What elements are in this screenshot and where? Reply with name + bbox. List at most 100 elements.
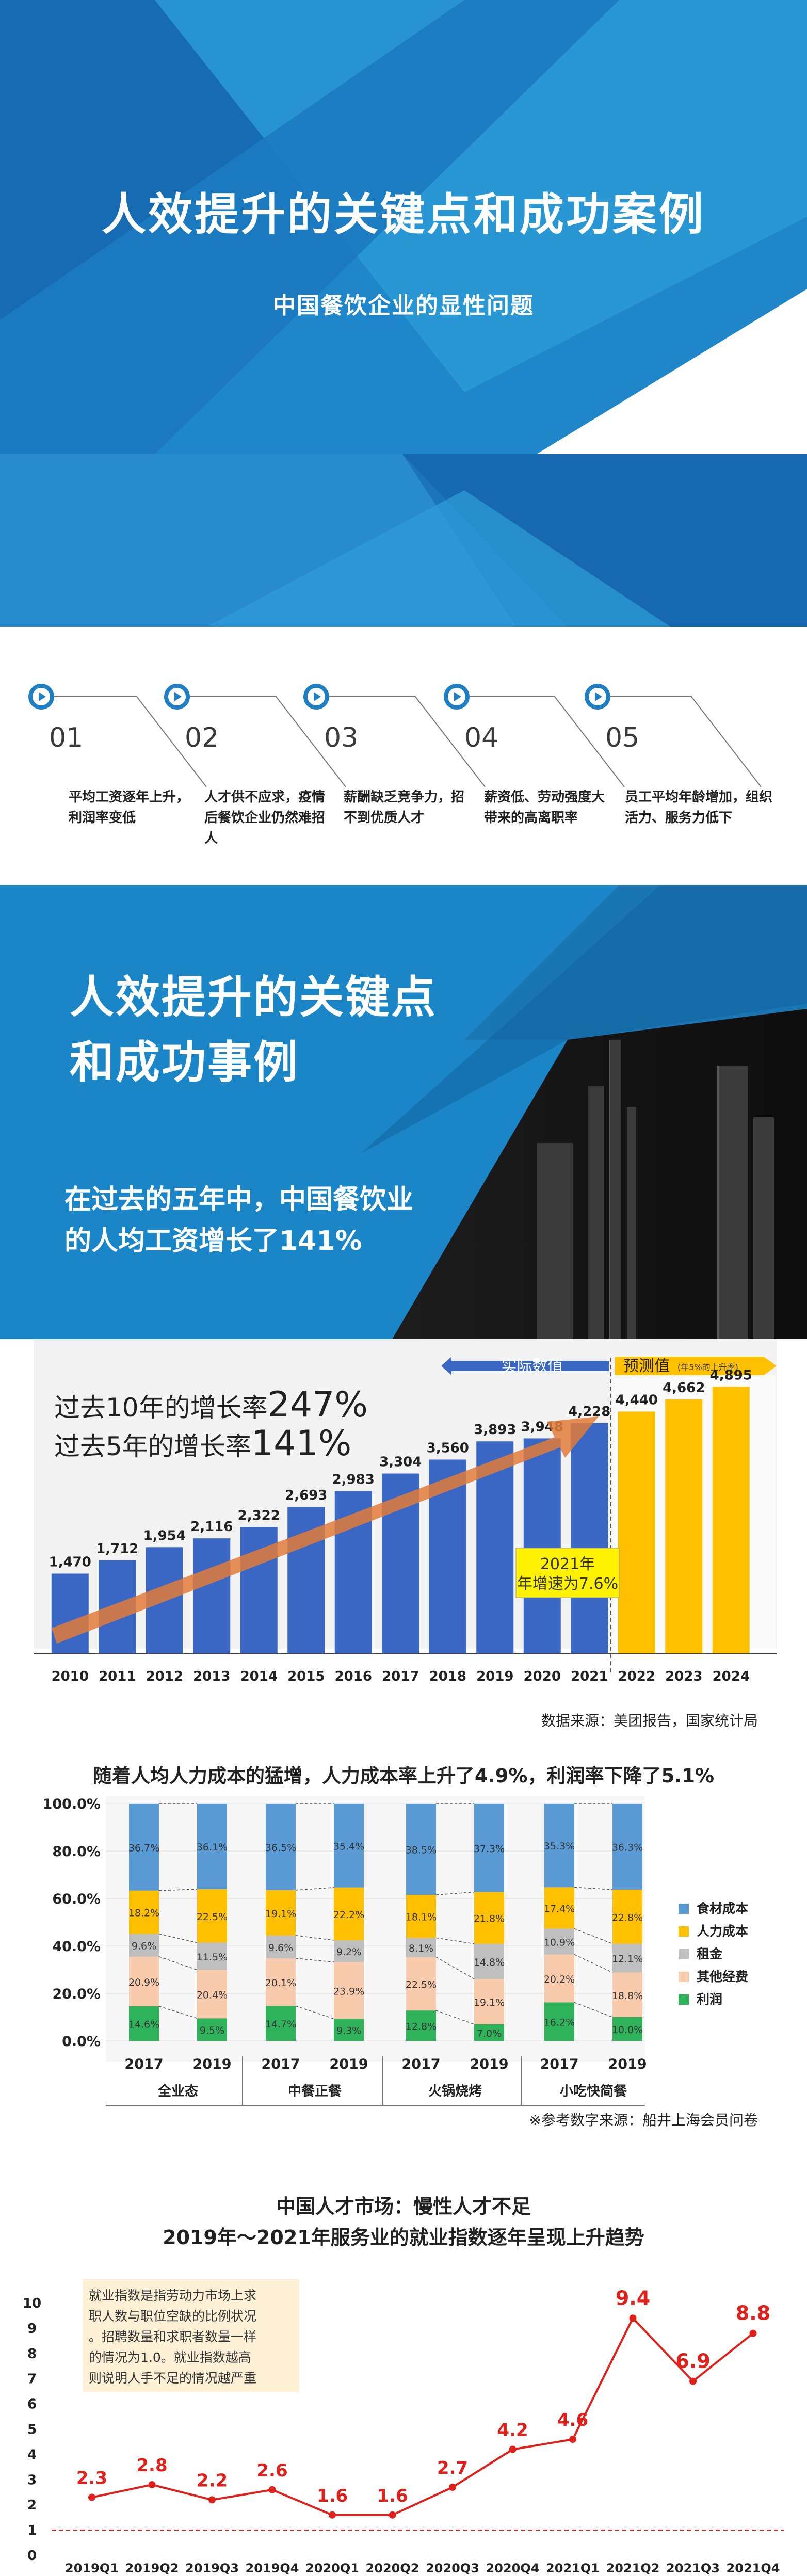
employment-y-tick: 6 [27,2397,37,2412]
employment-note-line: 则说明人手不足的情况越严重 [89,2371,256,2386]
wage-year-label: 2015 [287,1669,325,1684]
cost-segment-label: 17.4% [544,1903,575,1914]
cost-segment [266,1804,296,1890]
timeline-text: 平均工资逐年上升，利润率变低 [69,790,190,826]
employment-point [569,2436,576,2443]
cost-segment [334,1940,364,1962]
cost-connector [574,1928,613,1944]
employment-point-label: 9.4 [616,2287,650,2309]
cost-segment-label: 14.8% [474,1957,505,1968]
employment-y-tick: 8 [27,2346,37,2362]
cost-segment [334,1962,364,2019]
wage-year-label: 2020 [524,1669,561,1684]
cost-segment-label: 20.9% [128,1977,159,1988]
cost-connector [158,2006,198,2019]
cost-segment [612,1972,642,2017]
section-text-line2: 的人均工资增长了141% [64,1226,362,1257]
cost-chart-source: ※参考数字来源：船井上海会员问卷 [529,2112,758,2129]
cost-connector [158,1956,198,1971]
wage-bar-label: 4,662 [663,1380,705,1396]
section-key-points: 人效提升的关键点 和成功事例 在过去的五年中，中国餐饮业 的人均工资增长了141… [0,885,807,1339]
annotation-line1: 2021年 [540,1555,595,1573]
cost-year-label: 2017 [540,2056,578,2072]
cost-connector [435,1891,475,1895]
cost-segment [474,1943,504,1979]
timeline-number: 04 [464,722,499,753]
cost-y-tick: 40.0% [52,1939,101,1955]
cost-connector [295,2005,334,2019]
employment-x-label: 2019Q3 [185,2561,239,2575]
cost-segment-label: 22.2% [333,1909,364,1921]
employment-x-label: 2021Q2 [606,2561,660,2575]
section-title: 人效提升的关键点 和成功事例 [70,965,437,1095]
cost-legend-label: 其他经费 [697,1969,748,1984]
cost-segment-label: 35.4% [333,1841,364,1852]
wage-bar-label: 4,228 [568,1404,610,1420]
cost-segment [334,1804,364,1888]
timeline-lines [45,696,762,787]
cost-segment [474,1978,504,2024]
hero-title: 人效提升的关键点和成功案例 [102,189,705,240]
employment-y-tick: 7 [27,2372,37,2387]
growth-arrow [52,1416,599,1644]
forecast-banner-label: 预测值 [623,1357,670,1375]
employment-line [91,2316,754,2516]
cost-segment [197,1942,227,1970]
cost-segment-label: 10.0% [612,2024,643,2036]
cost-segment-label: 14.6% [128,2019,159,2030]
cost-segment-label: 23.9% [333,1986,364,1997]
cost-segment-label: 7.0% [477,2028,502,2039]
employment-x-label: 2019Q2 [125,2561,179,2575]
annotation-line2: 年增速为7.6% [517,1575,618,1593]
cost-legend-label: 利润 [697,1992,722,2007]
employment-point [389,2511,396,2519]
employment-point-label: 2.2 [197,2470,228,2491]
wage-bar [523,1438,561,1654]
wage-bar-label: 2,322 [238,1508,280,1523]
cost-segment [474,2024,504,2041]
cost-segment-label: 21.8% [474,1913,505,1925]
cost-segment-label: 36.3% [612,1842,643,1853]
employment-point-label: 4.2 [497,2420,528,2441]
cost-segment-label: 18.1% [406,1912,437,1923]
cost-chart-section: 随着人均人力成本的猛增，人力成本率上升了4.9%，利润率下降了5.1% 0.0%… [0,1742,807,2144]
employment-y-tick: 3 [27,2472,37,2488]
employment-x-label: 2019Q1 [65,2561,119,2575]
cost-segment [334,2019,364,2041]
timeline-number: 05 [605,722,640,753]
employment-chart-title-line2: 2019年～2021年服务业的就业指数逐年呈现上升趋势 [163,2226,644,2249]
employment-point [208,2496,216,2504]
hero-background [0,0,807,627]
cost-segment [266,1890,296,1936]
employment-y-tick: 2 [27,2498,37,2513]
wage-bar-chart: 实际数值 预测值 (年5%的上升率) 1,470 2010 1,712 2011 1,954 2… [34,1339,777,1684]
wage-year-label: 2019 [476,1669,513,1684]
employment-x-label: 2020Q1 [305,2561,359,2575]
growth-10yr-value: 247% [268,1384,368,1425]
cost-segment [197,1889,227,1943]
cost-y-tick: 0.0% [62,2034,101,2050]
cost-segment-label: 20.4% [197,1989,228,2001]
cost-legend-label: 人力成本 [697,1924,748,1939]
cost-segment-label: 35.3% [544,1841,575,1852]
employment-point-label: 2.6 [256,2460,287,2481]
wage-bar-label: 2,116 [190,1519,233,1535]
growth-10yr-prefix: 过去10年的增长率 [54,1393,268,1423]
problem-timeline: 01 平均工资逐年上升，利润率变低 02 人才供不应求，疫情后餐饮企业仍然难招人 03 薪… [0,627,807,885]
cost-year-label: 2019 [608,2056,647,2072]
timeline-number: 02 [185,722,219,753]
wage-bar-label: 1,470 [49,1555,91,1570]
cost-segment-label: 19.1% [474,1997,505,2008]
employment-point [449,2483,456,2491]
cost-group-label: 小吃快简餐 [560,2083,627,2099]
cost-segment [129,1934,159,1957]
forecast-banner-note: (年5%的上升率) [677,1362,738,1372]
employment-point [689,2377,697,2385]
cost-group-label: 全业态 [157,2083,198,2099]
employment-point-label: 2.8 [136,2455,167,2476]
wage-bar-label: 4,440 [616,1392,658,1408]
cost-segment-label: 9.2% [336,1946,361,1958]
cost-segment [406,1895,436,1938]
wage-year-label: 2024 [713,1669,750,1684]
wage-bar-label: 4,895 [710,1367,752,1383]
